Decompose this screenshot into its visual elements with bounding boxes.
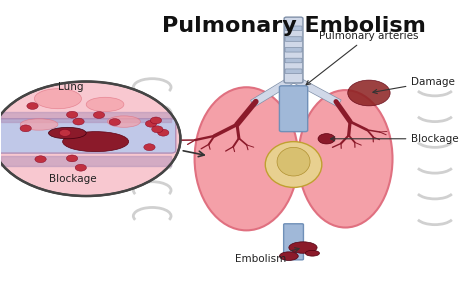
Ellipse shape	[265, 142, 322, 188]
FancyBboxPatch shape	[285, 47, 302, 52]
Ellipse shape	[48, 127, 86, 139]
Circle shape	[318, 134, 335, 144]
Circle shape	[144, 144, 155, 151]
Ellipse shape	[108, 116, 140, 127]
Circle shape	[152, 126, 163, 133]
Circle shape	[146, 120, 157, 127]
FancyBboxPatch shape	[285, 26, 302, 31]
Text: Pulmonary Embolism: Pulmonary Embolism	[162, 16, 426, 36]
Circle shape	[59, 129, 71, 136]
Circle shape	[27, 103, 38, 110]
Ellipse shape	[35, 89, 82, 109]
Ellipse shape	[195, 87, 298, 230]
Text: Blockage: Blockage	[330, 134, 459, 144]
Circle shape	[66, 155, 78, 162]
Circle shape	[75, 164, 86, 171]
Text: Blockage: Blockage	[48, 174, 96, 184]
FancyBboxPatch shape	[279, 86, 308, 131]
Ellipse shape	[20, 119, 58, 130]
Text: Pulmonary arteries: Pulmonary arteries	[306, 31, 419, 85]
Circle shape	[35, 156, 46, 163]
Circle shape	[150, 117, 162, 124]
FancyBboxPatch shape	[285, 69, 302, 73]
FancyBboxPatch shape	[283, 224, 303, 260]
FancyBboxPatch shape	[284, 17, 303, 83]
Circle shape	[66, 111, 78, 118]
Ellipse shape	[348, 80, 390, 106]
Circle shape	[73, 118, 84, 125]
Ellipse shape	[277, 147, 310, 176]
Circle shape	[93, 112, 105, 118]
FancyBboxPatch shape	[285, 58, 302, 63]
Ellipse shape	[63, 131, 128, 152]
Ellipse shape	[279, 252, 298, 260]
Ellipse shape	[86, 97, 124, 112]
Circle shape	[20, 125, 31, 132]
Text: Damage: Damage	[373, 77, 455, 94]
Circle shape	[157, 129, 169, 136]
FancyBboxPatch shape	[285, 37, 302, 41]
Circle shape	[0, 81, 181, 196]
Ellipse shape	[305, 250, 319, 256]
Ellipse shape	[289, 242, 317, 253]
Circle shape	[109, 118, 120, 125]
Text: Embolism: Embolism	[235, 248, 299, 264]
Text: Lung: Lung	[58, 82, 83, 92]
FancyBboxPatch shape	[0, 119, 176, 153]
Ellipse shape	[298, 90, 392, 227]
